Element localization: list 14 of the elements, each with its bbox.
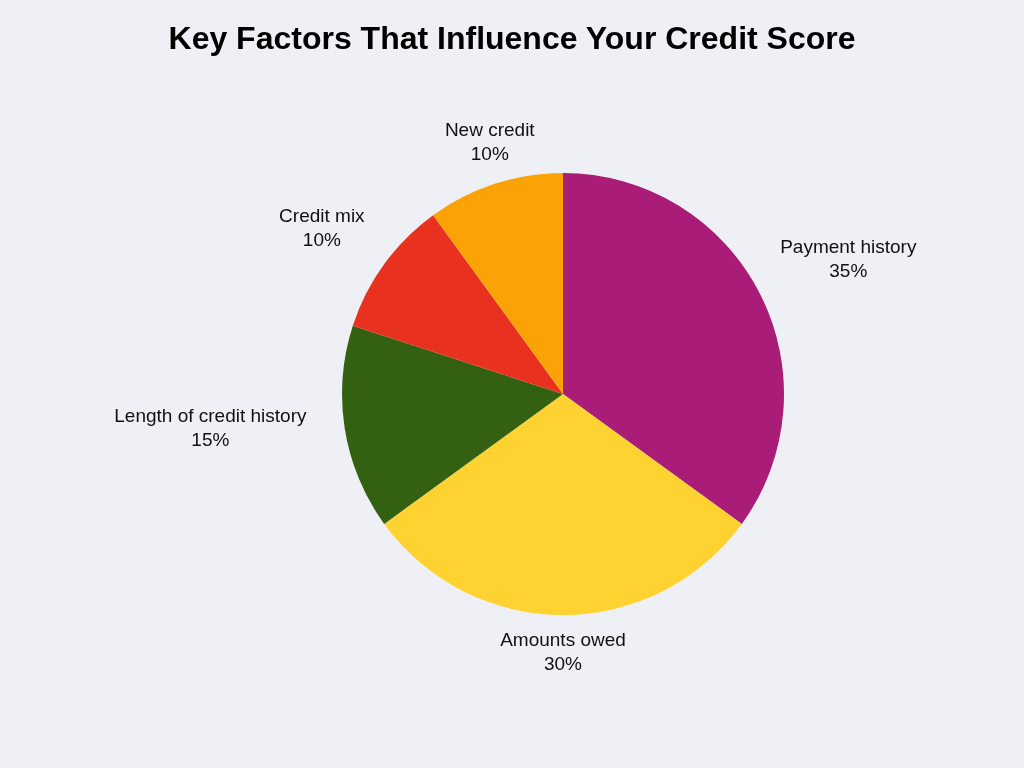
data-label: 10%: [302, 228, 341, 250]
pie-slice: [384, 394, 742, 615]
slice-label: Credit mix: [279, 204, 366, 226]
data-label: 10%: [470, 142, 509, 164]
slice-label: Amounts owed: [500, 629, 626, 650]
pie-slice: [433, 173, 563, 394]
data-label: 15%: [191, 429, 230, 451]
slice-label: New credit: [444, 118, 536, 140]
slice-label: Payment history: [780, 236, 917, 258]
data-label: 30%: [543, 653, 583, 674]
slice-label: Length of credit history: [114, 405, 307, 427]
data-label: 35%: [829, 260, 868, 282]
pie-slice: [342, 325, 563, 524]
chart-title: Key Factors That Influence Your Credit Score: [168, 20, 856, 56]
